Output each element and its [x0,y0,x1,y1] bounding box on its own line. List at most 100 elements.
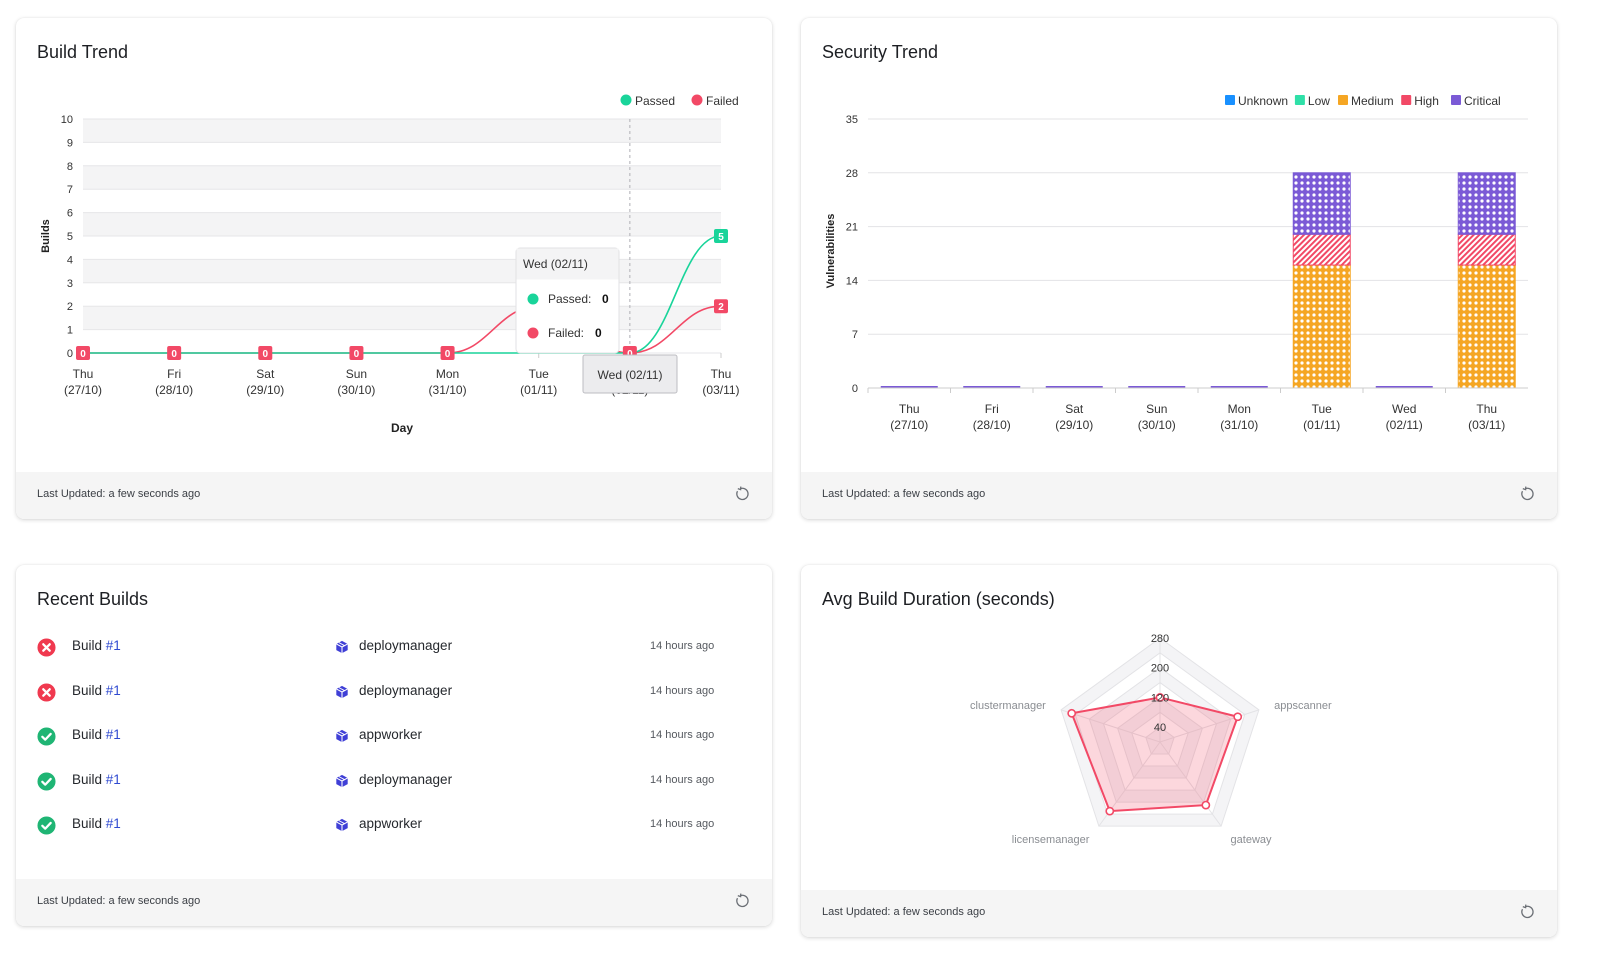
y-tick-label: 14 [846,275,858,287]
x-tick-label: Fri [985,402,999,416]
build-number-link[interactable]: #1 [105,727,121,743]
data-label-box [714,229,728,243]
y-tick-label: 7 [852,329,858,341]
x-tick-label: Fri [167,367,181,381]
build-number-link[interactable]: #1 [105,816,121,832]
build-row[interactable]: Build #1 appworker 14 hours ago [16,805,772,845]
data-label: 0 [171,349,177,360]
build-trend-title: Build Trend [37,42,129,62]
security-trend-footer: Last Updated: a few seconds ago [801,472,1557,519]
x-tick-label: Tue [529,367,550,381]
y-tick-label: 4 [67,254,73,266]
legend-marker-critical [1451,95,1461,105]
tooltip-failed-marker [527,327,539,339]
axis-pointer-box [582,354,678,394]
tooltip-passed-value: 0 [602,292,609,306]
data-label-box [349,346,364,360]
build-time: 14 hours ago [650,773,715,786]
failed-status-icon [37,638,56,657]
x-tick-label: Sat [1065,402,1084,416]
security-trend-title: Security Trend [822,42,939,62]
grid-band [83,165,721,190]
radar-area [1070,696,1240,813]
radar-spoke [1159,741,1222,827]
x-tick-label: Thu [1476,402,1497,416]
build-name: Build #1 [72,772,121,787]
security-trend-refresh-icon[interactable] [1519,486,1535,502]
data-label: 0 [354,349,360,360]
build-row[interactable]: Build #1 appworker 14 hours ago [16,716,772,756]
recent-builds-refresh-icon[interactable] [734,893,750,909]
legend-marker-unknown [1225,95,1235,105]
x-tick-label: (30/10) [337,383,375,397]
build-trend-card: Build Trend 0 1 2 3 4 5 6 7 8 9 10 Builds Day Thu (27/… [16,18,772,519]
build-row[interactable]: Build #1 deploymanager 14 hours ago [16,627,772,667]
radar-tick-label: 280 [1151,633,1169,645]
build-name: Build #1 [72,727,121,742]
tooltip-failed-value: 0 [595,326,602,340]
x-tick-label: Tue [1312,402,1333,416]
build-label: Build [72,682,103,698]
radar-point [1201,800,1211,810]
x-tick-label: (31/10) [1220,418,1258,432]
project-name: appworker [359,727,423,743]
x-tick-label: Wed [1392,402,1416,416]
x-tick-label: Sun [1146,402,1167,416]
bar-critical [1292,172,1351,235]
failed-status-icon [37,683,56,702]
data-label-box [167,346,182,360]
data-label: 0 [80,349,86,360]
x-tick-label: (01/11) [520,383,557,397]
recent-builds-title: Recent Builds [37,589,149,609]
y-tick-label: 0 [67,348,73,360]
build-label: Build [72,816,103,832]
y-tick-label: 9 [67,137,73,149]
data-label-box [76,346,90,360]
bar-medium [1457,264,1516,389]
x-tick-label: (30/10) [1138,418,1176,432]
build-label: Build [72,727,103,743]
avg-build-duration-refresh-icon[interactable] [1519,904,1535,920]
y-tick-label: 5 [67,231,73,243]
tooltip-title: Wed (02/11) [523,257,588,271]
avg-build-duration-footer: Last Updated: a few seconds ago [801,890,1557,937]
y-tick-label: 7 [67,184,73,196]
data-label: 0 [445,349,451,360]
radar-axis-label: appscanner [1274,700,1332,712]
grid-band [83,306,721,330]
legend-label-low: Low [1308,94,1330,108]
radar-tick-label: 200 [1151,663,1169,675]
y-tick-label: 6 [67,208,73,220]
tooltip-header [516,248,619,280]
bar-empty [1045,386,1103,388]
build-name: Build #1 [72,638,121,653]
legend-label-medium: Medium [1351,94,1394,108]
bar-critical [1457,172,1516,235]
build-row[interactable]: Build #1 deploymanager 14 hours ago [16,761,772,801]
build-row[interactable]: Build #1 deploymanager 14 hours ago [16,672,772,712]
legend-label-critical: Critical [1464,94,1501,108]
data-label: 0 [263,349,269,360]
radar-point [1105,806,1115,816]
x-tick-label: Mon [436,367,459,381]
package-icon [336,685,348,698]
build-number-link[interactable]: #1 [105,771,121,787]
x-tick-label: (29/10) [246,383,284,397]
tooltip-passed-marker [527,293,539,305]
data-label-box [714,299,728,314]
y-tick-label: 21 [846,222,858,234]
tooltip-passed-label: Passed: [548,292,591,306]
project-name: deploymanager [359,682,453,698]
x-tick-label: (27/10) [64,383,102,397]
build-number-link[interactable]: #1 [105,682,121,698]
legend-label-high: High [1414,94,1439,108]
build-number-link[interactable]: #1 [105,638,121,653]
radar-point [1233,712,1243,722]
passed-status-icon [37,772,56,791]
recent-builds-card: Recent Builds Build #1 deploymanager 14 ho… [16,565,772,926]
build-trend-refresh-icon[interactable] [734,486,750,502]
x-tick-label: (29/10) [1055,418,1093,432]
y-tick-label: 35 [846,114,858,126]
bar-empty [1210,386,1268,388]
legend-label-failed: Failed [706,94,739,108]
